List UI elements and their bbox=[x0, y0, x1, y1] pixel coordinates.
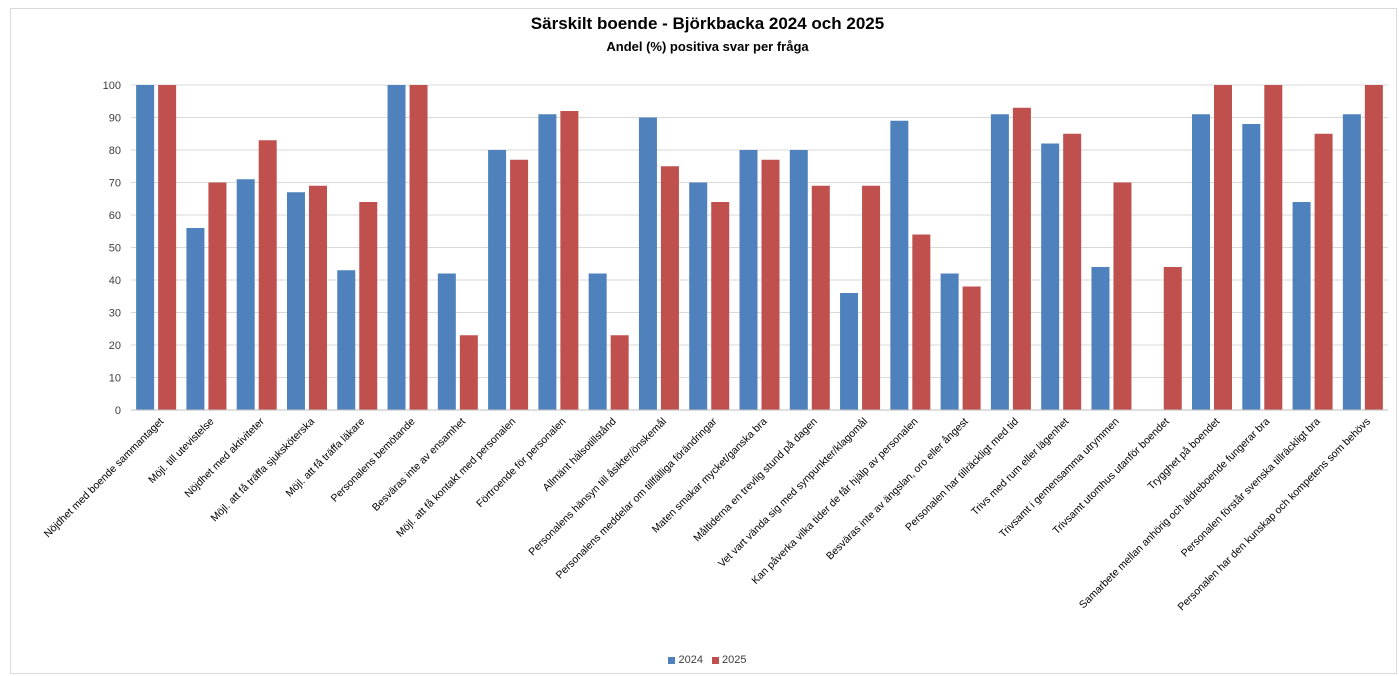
bar-2024 bbox=[136, 85, 155, 410]
bar-2025 bbox=[359, 202, 378, 410]
bar-2024 bbox=[1342, 114, 1361, 410]
bar-2024 bbox=[1192, 114, 1211, 410]
bar-2025 bbox=[610, 335, 629, 410]
y-tick-label: 0 bbox=[115, 405, 121, 417]
y-tick-label: 40 bbox=[109, 275, 121, 287]
y-tick-label: 50 bbox=[109, 243, 121, 255]
bar-2025 bbox=[1214, 85, 1233, 410]
bar-2025 bbox=[459, 335, 478, 410]
bar-2024 bbox=[990, 114, 1009, 410]
bar-2025 bbox=[208, 182, 227, 410]
bar-2024 bbox=[488, 150, 507, 410]
x-tick-label: Möjl. att få träffa sjuksköterska bbox=[208, 416, 317, 525]
bar-2025 bbox=[258, 140, 277, 410]
bar-2025 bbox=[158, 85, 177, 410]
x-tick-label: Personalen har den kunskap och kompetens… bbox=[1175, 416, 1373, 614]
bar-2025 bbox=[510, 159, 529, 410]
y-tick-label: 10 bbox=[109, 373, 121, 385]
bar-2024 bbox=[337, 270, 356, 410]
legend-label-2024: 2024 bbox=[678, 654, 703, 666]
y-tick-label: 80 bbox=[109, 145, 121, 157]
y-tick-label: 20 bbox=[109, 340, 121, 352]
bar-2025 bbox=[660, 166, 679, 410]
y-tick-label: 60 bbox=[109, 210, 121, 222]
bar-2024 bbox=[437, 273, 456, 410]
bar-2025 bbox=[962, 286, 981, 410]
legend-item-2025: 2025 bbox=[712, 654, 747, 666]
bar-2025 bbox=[1314, 133, 1333, 410]
legend-label-2025: 2025 bbox=[722, 654, 747, 666]
legend-swatch-2025 bbox=[712, 656, 720, 664]
bar-2025 bbox=[308, 185, 327, 410]
bar-2024 bbox=[689, 182, 708, 410]
chart-title: Särskilt boende - Björkbacka 2024 och 20… bbox=[530, 14, 885, 33]
bar-2025 bbox=[711, 202, 730, 410]
bar-2024 bbox=[236, 179, 255, 410]
y-tick-label: 70 bbox=[109, 178, 121, 190]
bar-2025 bbox=[1163, 267, 1182, 410]
y-tick-label: 100 bbox=[103, 80, 121, 92]
bar-2024 bbox=[1041, 143, 1060, 410]
bar-2024 bbox=[1292, 202, 1311, 410]
bar-2024 bbox=[588, 273, 607, 410]
bar-2025 bbox=[811, 185, 830, 410]
bar-2025 bbox=[409, 85, 428, 410]
bar-2024 bbox=[940, 273, 959, 410]
bar-2025 bbox=[560, 111, 579, 410]
bar-2024 bbox=[1091, 267, 1110, 410]
bar-2024 bbox=[739, 150, 758, 410]
x-tick-label: Personalens bemötande bbox=[329, 416, 418, 505]
x-tick-label: Förtroende för personalen bbox=[474, 416, 568, 510]
legend-swatch-2024 bbox=[668, 656, 676, 664]
y-tick-label: 30 bbox=[109, 308, 121, 320]
bar-2025 bbox=[912, 234, 931, 410]
bar-2024 bbox=[186, 228, 205, 410]
bar-2025 bbox=[1113, 182, 1132, 410]
x-tick-label: Samarbete mellan anhörig och äldreboende… bbox=[1077, 416, 1273, 612]
x-tick-label: Besväras inte av ensamhet bbox=[370, 416, 468, 514]
bar-2025 bbox=[1364, 85, 1383, 410]
chart-subtitle: Andel (%) positiva svar per fråga bbox=[606, 39, 809, 54]
bar-2024 bbox=[1242, 124, 1261, 410]
x-tick-label: Trivs med rum eller lägenhet bbox=[969, 416, 1071, 518]
bar-2024 bbox=[638, 117, 657, 410]
bar-2024 bbox=[286, 192, 305, 410]
y-tick-label: 90 bbox=[109, 113, 121, 125]
chart-legend: 2024 2025 bbox=[0, 654, 1399, 667]
legend-item-2024: 2024 bbox=[668, 654, 703, 666]
bar-2025 bbox=[1012, 107, 1031, 410]
bar-2025 bbox=[1264, 85, 1283, 410]
bar-2024 bbox=[538, 114, 557, 410]
bar-2024 bbox=[387, 85, 406, 410]
bar-2025 bbox=[1063, 133, 1082, 410]
bar-2024 bbox=[840, 293, 859, 410]
bar-2025 bbox=[862, 185, 881, 410]
bar-2024 bbox=[890, 120, 909, 410]
bar-2024 bbox=[789, 150, 808, 410]
bar-2025 bbox=[761, 159, 780, 410]
